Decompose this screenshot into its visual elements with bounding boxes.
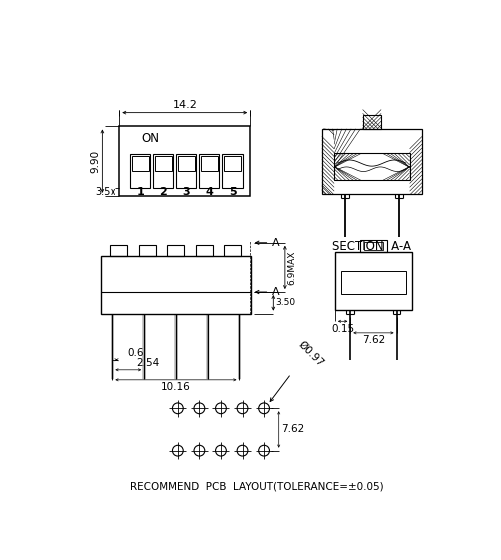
Text: 3.50: 3.50 <box>276 298 296 307</box>
Bar <box>322 129 422 194</box>
Text: 9.90: 9.90 <box>90 150 100 172</box>
Text: 0.15: 0.15 <box>331 324 354 334</box>
Bar <box>224 156 241 171</box>
Bar <box>364 242 383 250</box>
Text: 10.16: 10.16 <box>161 382 191 392</box>
Text: 14.2: 14.2 <box>172 100 197 110</box>
Bar <box>153 154 173 188</box>
Text: 7.62: 7.62 <box>362 335 385 345</box>
Text: 6.9MAX: 6.9MAX <box>287 250 296 284</box>
Text: ON: ON <box>141 132 159 145</box>
Text: 2: 2 <box>159 187 167 197</box>
Bar <box>199 154 219 188</box>
Bar <box>341 271 406 295</box>
Bar <box>132 156 149 171</box>
Bar <box>101 256 251 314</box>
Text: 1: 1 <box>136 187 144 197</box>
Text: 3: 3 <box>182 187 190 197</box>
Bar <box>334 153 410 180</box>
Text: A: A <box>272 238 280 248</box>
Text: 5: 5 <box>228 187 236 197</box>
Bar <box>119 127 250 196</box>
Bar <box>167 245 184 256</box>
Text: A: A <box>272 287 280 297</box>
Bar <box>139 245 156 256</box>
Bar <box>363 115 381 129</box>
Bar <box>178 156 195 171</box>
Bar <box>360 240 386 252</box>
Text: 2.54: 2.54 <box>136 358 159 368</box>
Text: 7.62: 7.62 <box>281 424 304 435</box>
Bar <box>222 154 242 188</box>
Text: RECOMMEND  PCB  LAYOUT(TOLERANCE=±0.05): RECOMMEND PCB LAYOUT(TOLERANCE=±0.05) <box>130 482 383 492</box>
Text: Ø0.97: Ø0.97 <box>297 339 326 368</box>
Text: 0.6: 0.6 <box>128 348 144 358</box>
Bar <box>130 154 150 188</box>
Bar <box>155 156 172 171</box>
Text: SECTION  A-A: SECTION A-A <box>332 240 411 253</box>
Bar <box>335 252 412 310</box>
Text: 4: 4 <box>205 187 213 197</box>
Bar <box>196 245 213 256</box>
Bar <box>201 156 218 171</box>
Bar <box>110 245 127 256</box>
Bar <box>224 245 241 256</box>
Text: 3.5: 3.5 <box>96 187 111 197</box>
Bar <box>176 154 196 188</box>
